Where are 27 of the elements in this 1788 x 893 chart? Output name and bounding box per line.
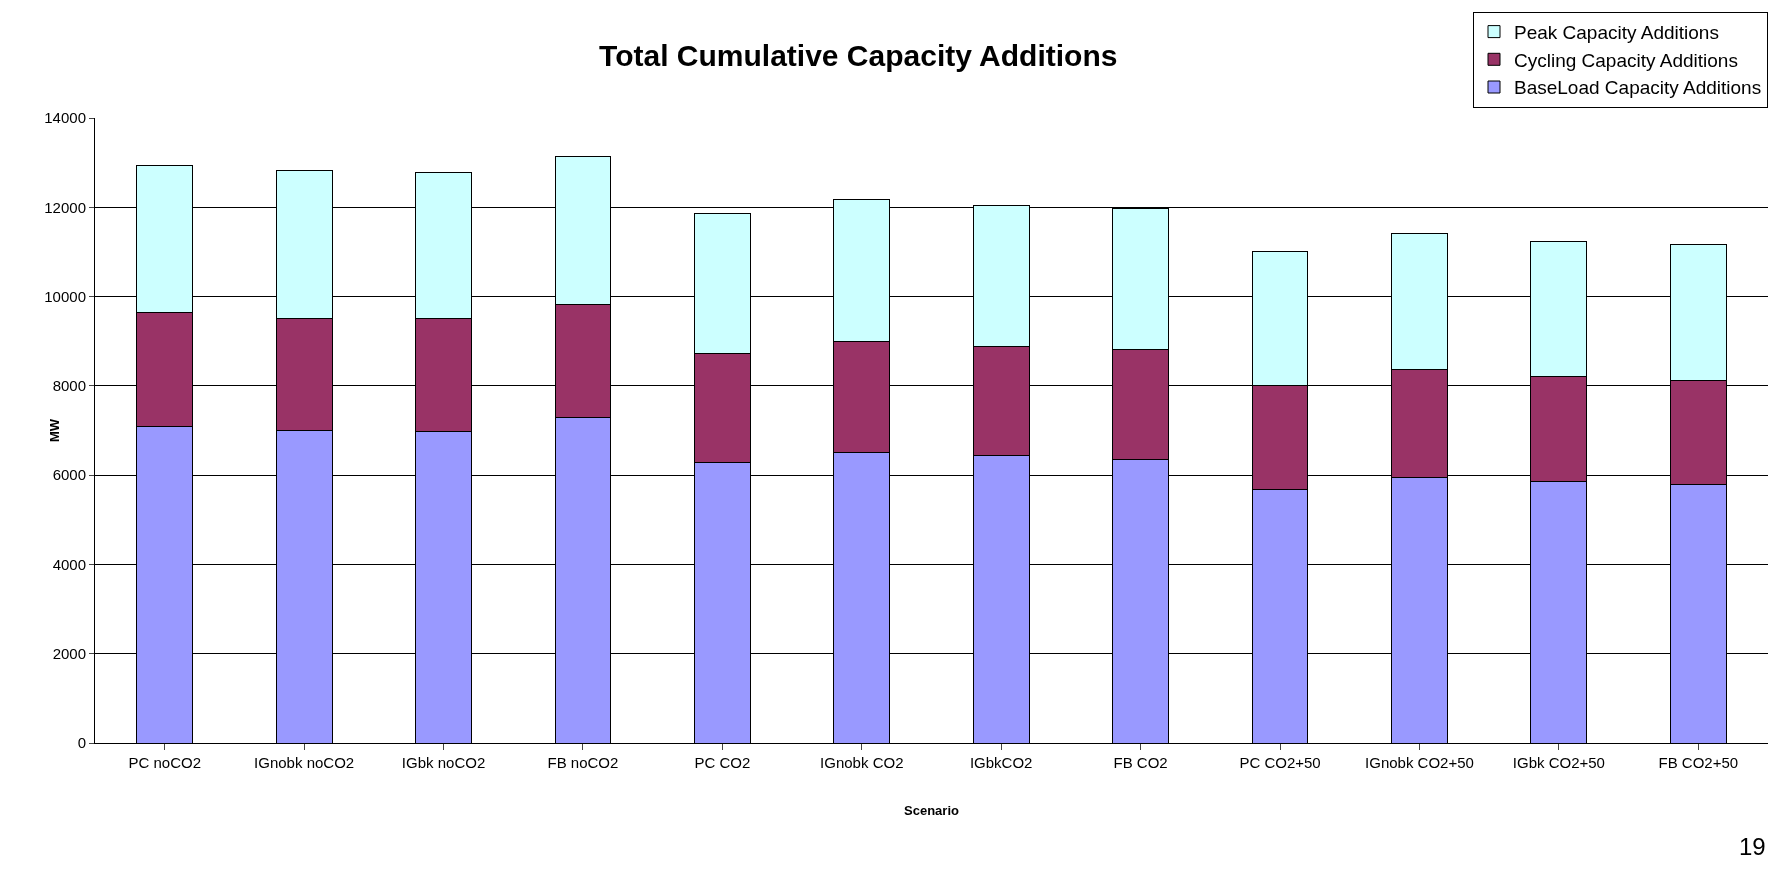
- legend-label: Cycling Capacity Additions: [1514, 49, 1738, 71]
- y-tick-label: 2000: [52, 644, 86, 662]
- y-tick-label: 10000: [44, 287, 86, 305]
- x-tick-label: FB CO2+50: [1658, 754, 1739, 771]
- x-tick-label: PC noCO2: [128, 754, 201, 771]
- y-tick-label: 0: [77, 734, 86, 752]
- x-tick-label: IGbk noCO2: [401, 754, 486, 771]
- y-tick-label: 14000: [44, 109, 86, 127]
- y-tick-label: 4000: [52, 555, 86, 573]
- x-tick-label: IGnobk CO2+50: [1365, 754, 1474, 771]
- x-tick-label: PC CO2+50: [1239, 754, 1321, 771]
- x-tick-label: IGnobk CO2: [820, 754, 904, 771]
- text: 19: [1739, 833, 1766, 860]
- x-tick-label: FB CO2: [1113, 754, 1168, 771]
- legend-label: Peak Capacity Additions: [1514, 22, 1719, 44]
- x-axis-title: Scenario: [904, 802, 960, 818]
- y-tick-label: 8000: [52, 377, 86, 395]
- y-tick-label: 6000: [52, 466, 86, 484]
- x-tick-label: IGbkCO2: [969, 754, 1033, 771]
- y-tick-label: 12000: [44, 198, 86, 216]
- y-axis-title: MW: [47, 418, 62, 443]
- x-tick-label: FB noCO2: [547, 754, 619, 771]
- x-tick-label: PC CO2: [694, 754, 751, 771]
- x-tick-label: IGbk CO2+50: [1512, 754, 1605, 771]
- chart-title: Total Cumulative Capacity Additions: [599, 38, 1118, 72]
- x-tick-label: IGnobk noCO2: [254, 754, 355, 771]
- legend-label: BaseLoad Capacity Additions: [1514, 77, 1762, 99]
